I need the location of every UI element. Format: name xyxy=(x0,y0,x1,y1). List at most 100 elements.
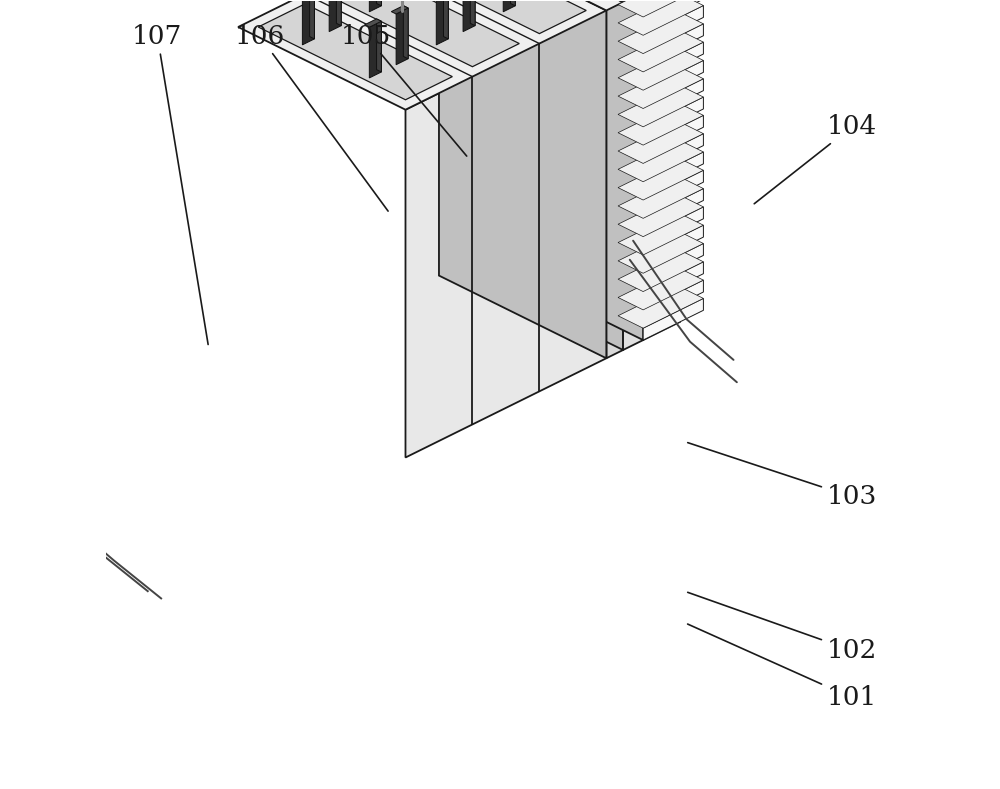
Text: 104: 104 xyxy=(754,114,877,204)
Polygon shape xyxy=(0,155,41,271)
Polygon shape xyxy=(456,0,623,350)
Polygon shape xyxy=(0,301,41,418)
Polygon shape xyxy=(4,407,41,436)
Polygon shape xyxy=(405,10,606,458)
Polygon shape xyxy=(0,286,41,402)
Polygon shape xyxy=(470,0,475,26)
Polygon shape xyxy=(302,0,314,45)
Polygon shape xyxy=(41,278,67,545)
Polygon shape xyxy=(643,225,703,267)
Polygon shape xyxy=(606,2,623,358)
Polygon shape xyxy=(258,4,452,99)
Polygon shape xyxy=(618,122,703,163)
Polygon shape xyxy=(0,149,41,581)
Polygon shape xyxy=(618,11,703,54)
Polygon shape xyxy=(456,0,643,2)
Polygon shape xyxy=(4,538,41,567)
Text: 107: 107 xyxy=(132,24,208,345)
Polygon shape xyxy=(377,19,381,72)
Polygon shape xyxy=(0,416,41,532)
Polygon shape xyxy=(336,0,341,26)
Polygon shape xyxy=(643,0,703,29)
Polygon shape xyxy=(0,448,41,565)
Polygon shape xyxy=(463,0,475,32)
Text: 103: 103 xyxy=(688,443,877,510)
Polygon shape xyxy=(643,6,703,47)
Polygon shape xyxy=(623,0,643,350)
Polygon shape xyxy=(4,570,41,600)
Polygon shape xyxy=(643,207,703,249)
Polygon shape xyxy=(0,335,41,451)
Polygon shape xyxy=(4,424,41,453)
Polygon shape xyxy=(365,19,381,28)
Polygon shape xyxy=(392,0,586,34)
Polygon shape xyxy=(238,0,606,110)
Polygon shape xyxy=(4,473,41,502)
Text: 102: 102 xyxy=(688,593,877,663)
Polygon shape xyxy=(4,358,41,387)
Polygon shape xyxy=(643,262,703,304)
Polygon shape xyxy=(618,176,703,219)
Polygon shape xyxy=(439,0,623,10)
Polygon shape xyxy=(4,260,41,290)
Polygon shape xyxy=(618,267,703,310)
Polygon shape xyxy=(0,204,41,320)
Polygon shape xyxy=(4,277,41,306)
Polygon shape xyxy=(643,133,703,175)
Polygon shape xyxy=(0,350,41,467)
Polygon shape xyxy=(403,6,408,58)
Polygon shape xyxy=(618,66,703,109)
Polygon shape xyxy=(618,84,703,127)
Polygon shape xyxy=(329,0,341,32)
Polygon shape xyxy=(396,8,408,65)
Polygon shape xyxy=(643,170,703,212)
Polygon shape xyxy=(4,505,41,534)
Polygon shape xyxy=(618,0,703,36)
Polygon shape xyxy=(618,231,703,273)
Polygon shape xyxy=(0,367,41,484)
Polygon shape xyxy=(444,0,448,39)
Polygon shape xyxy=(0,220,41,337)
Polygon shape xyxy=(4,326,41,355)
Polygon shape xyxy=(618,140,703,181)
Polygon shape xyxy=(377,0,381,6)
Polygon shape xyxy=(325,0,519,67)
Polygon shape xyxy=(643,0,680,340)
Polygon shape xyxy=(4,554,41,583)
Polygon shape xyxy=(4,294,41,322)
Polygon shape xyxy=(436,0,448,45)
Polygon shape xyxy=(618,213,703,255)
Polygon shape xyxy=(4,440,41,469)
Polygon shape xyxy=(369,0,381,12)
Polygon shape xyxy=(503,0,515,12)
Polygon shape xyxy=(643,0,703,10)
Polygon shape xyxy=(643,24,703,65)
Polygon shape xyxy=(0,149,41,273)
Polygon shape xyxy=(0,399,41,516)
Polygon shape xyxy=(4,255,41,600)
Text: 101: 101 xyxy=(688,624,877,710)
Polygon shape xyxy=(369,21,381,78)
Polygon shape xyxy=(0,252,41,369)
Polygon shape xyxy=(4,391,41,420)
Polygon shape xyxy=(643,298,703,340)
Polygon shape xyxy=(0,171,41,288)
Text: 105: 105 xyxy=(341,24,467,156)
Polygon shape xyxy=(391,6,408,14)
Polygon shape xyxy=(643,244,703,285)
Polygon shape xyxy=(4,489,41,518)
Polygon shape xyxy=(0,188,41,304)
Polygon shape xyxy=(643,42,703,84)
Polygon shape xyxy=(618,30,703,72)
Polygon shape xyxy=(643,97,703,139)
Polygon shape xyxy=(0,318,41,435)
Polygon shape xyxy=(0,465,41,581)
Polygon shape xyxy=(643,152,703,193)
Polygon shape xyxy=(513,0,680,322)
Polygon shape xyxy=(310,0,314,39)
Polygon shape xyxy=(643,189,703,230)
Polygon shape xyxy=(618,0,703,17)
Polygon shape xyxy=(4,309,41,338)
Polygon shape xyxy=(643,61,703,102)
Polygon shape xyxy=(0,269,41,386)
